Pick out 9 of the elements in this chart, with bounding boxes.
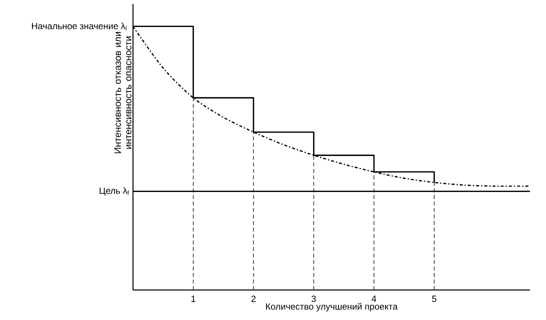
x-tick-label: 1 [191,296,196,302]
x-tick-label: 5 [432,296,436,302]
x-tick-label: 3 [312,296,316,302]
x-tick-label: 2 [251,296,256,302]
ref-line-label: Цель λ$_{f}$ [100,187,129,196]
x-tick-label: 4 [372,296,376,302]
x-axis-title: Количество улучшений проекта [266,302,398,312]
y-axis-title: Интенсивность отказов или интенсивность опасности [114,32,132,154]
annotation: Начальное значение λ$_{I}$ [32,22,126,30]
